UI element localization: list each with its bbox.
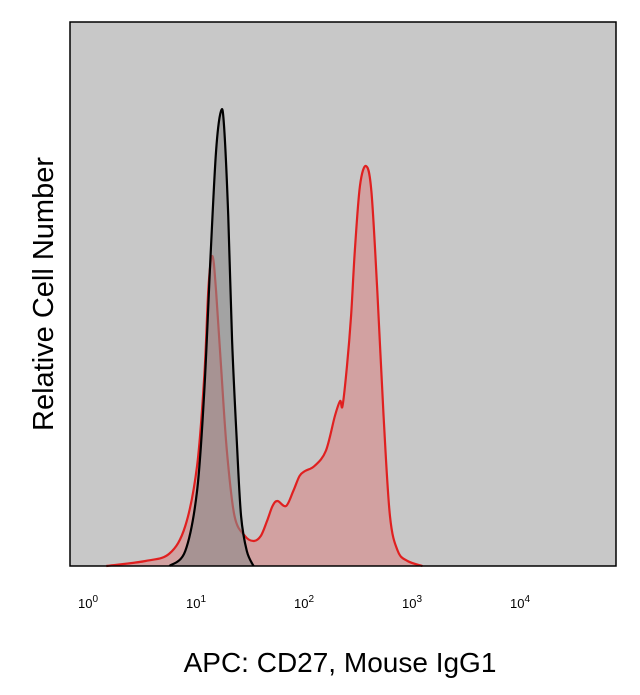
- x-tick-label-0: 100: [78, 594, 98, 611]
- x-tick-label-2: 102: [294, 594, 314, 611]
- x-axis-title: APC: CD27, Mouse IgG1: [184, 647, 497, 678]
- y-axis-title: Relative Cell Number: [28, 157, 60, 431]
- x-tick-label-4: 104: [510, 594, 530, 611]
- series-layer: [106, 108, 423, 568]
- series-area-1: [169, 109, 254, 566]
- plot-frame: [69, 21, 617, 567]
- x-tick-labels: 100 101 102 103 104: [78, 594, 530, 611]
- x-tick-label-3: 103: [402, 594, 422, 611]
- series-line-1: [168, 108, 255, 567]
- series-area-0: [106, 165, 423, 567]
- x-tick-label-1: 101: [186, 594, 206, 611]
